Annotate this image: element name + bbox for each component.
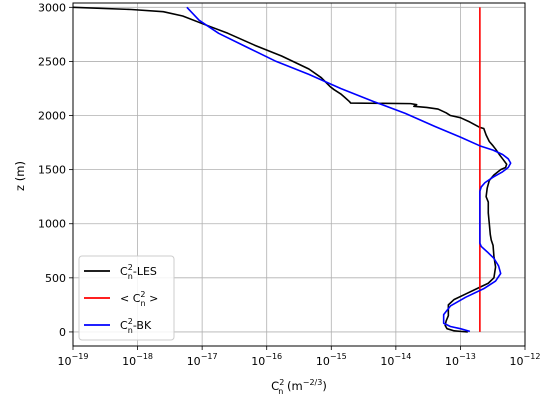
y-tick-label: 2500	[38, 55, 66, 68]
plot-frame	[72, 2, 526, 347]
y-axis-label: z (m)	[13, 161, 27, 191]
x-tick-label: 10−15	[316, 352, 347, 368]
legend-label-bk: C2 n-BK	[120, 317, 152, 335]
y-tick-label: 2000	[38, 110, 66, 123]
legend-label-mean: < C2 n >	[120, 290, 158, 308]
series-layer	[72, 6, 512, 333]
x-tick-label: 10−14	[380, 352, 411, 368]
x-tick-label: 10−16	[251, 352, 282, 368]
x-tick-label: 10−17	[187, 352, 218, 368]
series-line-bk	[186, 6, 512, 333]
y-tick-label: 1000	[38, 218, 66, 231]
y-tick-label: 0	[59, 326, 66, 339]
y-tick-label: 1500	[38, 164, 66, 177]
x-tick-label: 10−13	[445, 352, 476, 368]
x-tick-label: 10−12	[510, 352, 541, 368]
x-tick-label: 10−19	[58, 352, 89, 368]
x-tick-label: 10−18	[122, 352, 153, 368]
y-tick-label: 3000	[38, 1, 66, 14]
y-axis: 0 500 1000 1500 2000 2500 3000	[38, 1, 73, 339]
legend: C2 n-LES < C2 n > C2 n-BK	[78, 255, 175, 341]
y-tick-label: 500	[45, 272, 66, 285]
legend-box	[78, 255, 175, 341]
legend-label-les: C2 n-LES	[120, 263, 157, 281]
x-axis: 10−19 10−18 10−17 10−16 10−15 10−14 10−13 10−12	[58, 346, 541, 368]
x-axis-label: C2 n (m−2/3)	[271, 378, 327, 396]
